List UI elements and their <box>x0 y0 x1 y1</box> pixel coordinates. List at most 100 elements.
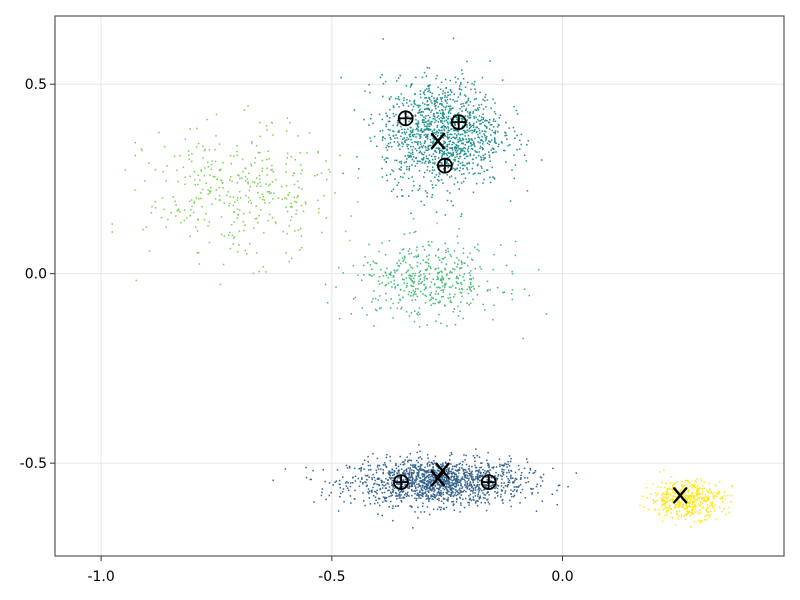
data-point <box>711 502 714 505</box>
data-point <box>413 185 415 187</box>
data-point <box>477 154 480 157</box>
data-point <box>289 121 291 124</box>
data-point <box>732 485 734 487</box>
data-point <box>460 504 462 506</box>
data-point <box>179 210 181 213</box>
data-point <box>684 518 687 520</box>
data-point <box>504 149 506 152</box>
data-point <box>229 176 232 178</box>
data-point <box>449 133 452 136</box>
data-point <box>427 480 429 482</box>
data-point <box>493 111 496 113</box>
data-point <box>482 121 484 124</box>
data-point <box>442 295 445 298</box>
data-point <box>357 477 360 480</box>
data-point <box>465 95 467 97</box>
data-point <box>481 135 483 138</box>
data-point <box>356 156 358 158</box>
data-point <box>696 478 698 480</box>
data-point <box>193 170 196 173</box>
x-tick-label: 0.0 <box>551 569 573 585</box>
data-point <box>464 483 466 486</box>
data-point <box>405 469 408 471</box>
data-point <box>427 240 430 243</box>
data-point <box>484 484 486 487</box>
data-point <box>250 202 252 204</box>
data-point <box>234 201 236 203</box>
data-point <box>401 132 403 134</box>
data-point <box>446 102 448 104</box>
data-point <box>429 91 432 93</box>
data-point <box>218 143 221 145</box>
data-point <box>392 519 394 522</box>
data-point <box>426 480 428 483</box>
data-point <box>466 141 468 144</box>
data-point <box>195 197 198 199</box>
data-point <box>461 161 464 164</box>
data-point <box>453 494 456 496</box>
data-point <box>459 87 461 90</box>
data-point <box>482 182 484 184</box>
data-point <box>358 467 360 470</box>
data-point <box>471 144 474 146</box>
data-point <box>451 501 453 503</box>
data-point <box>513 481 515 483</box>
data-point <box>450 495 452 498</box>
data-point <box>382 274 385 277</box>
data-point <box>440 117 442 119</box>
data-point <box>524 497 527 499</box>
data-point <box>196 230 199 232</box>
data-point <box>292 174 294 177</box>
data-point <box>419 290 422 293</box>
data-point <box>397 98 399 100</box>
data-point <box>310 478 312 481</box>
data-point <box>200 192 202 194</box>
data-point <box>467 115 469 117</box>
data-point <box>257 221 259 224</box>
data-point <box>261 198 264 201</box>
data-point <box>465 108 467 110</box>
data-point <box>501 79 504 81</box>
data-point <box>459 133 461 136</box>
data-point <box>496 477 499 480</box>
data-point <box>455 490 458 493</box>
data-point <box>452 503 455 506</box>
data-point <box>285 252 287 254</box>
data-point <box>165 226 167 228</box>
data-point <box>466 111 469 113</box>
data-point <box>269 183 271 186</box>
data-point <box>410 489 413 492</box>
data-point <box>410 152 412 155</box>
data-point <box>405 271 408 274</box>
data-point <box>706 489 708 492</box>
data-point <box>479 496 482 499</box>
data-point <box>341 490 344 493</box>
data-point <box>684 508 686 510</box>
data-point <box>395 159 398 162</box>
data-point <box>462 460 464 463</box>
data-point <box>410 485 413 488</box>
data-point <box>458 137 461 139</box>
data-point <box>685 503 687 506</box>
data-point <box>427 97 430 99</box>
data-point <box>392 477 395 479</box>
data-point <box>305 476 308 479</box>
data-point <box>438 488 440 491</box>
centroid-circle-plus-marker <box>480 474 497 491</box>
data-point <box>434 471 436 473</box>
data-point <box>430 180 432 182</box>
data-point <box>440 500 443 503</box>
data-point <box>444 214 447 216</box>
data-point <box>437 272 440 275</box>
data-point <box>459 167 462 169</box>
data-point <box>462 490 464 493</box>
data-point <box>447 131 449 134</box>
data-point <box>418 497 420 499</box>
data-point <box>421 494 424 496</box>
data-point <box>426 192 428 194</box>
data-point <box>486 99 489 101</box>
data-point <box>394 492 397 494</box>
data-point <box>441 163 443 166</box>
data-point <box>456 469 459 472</box>
data-point <box>444 141 446 144</box>
